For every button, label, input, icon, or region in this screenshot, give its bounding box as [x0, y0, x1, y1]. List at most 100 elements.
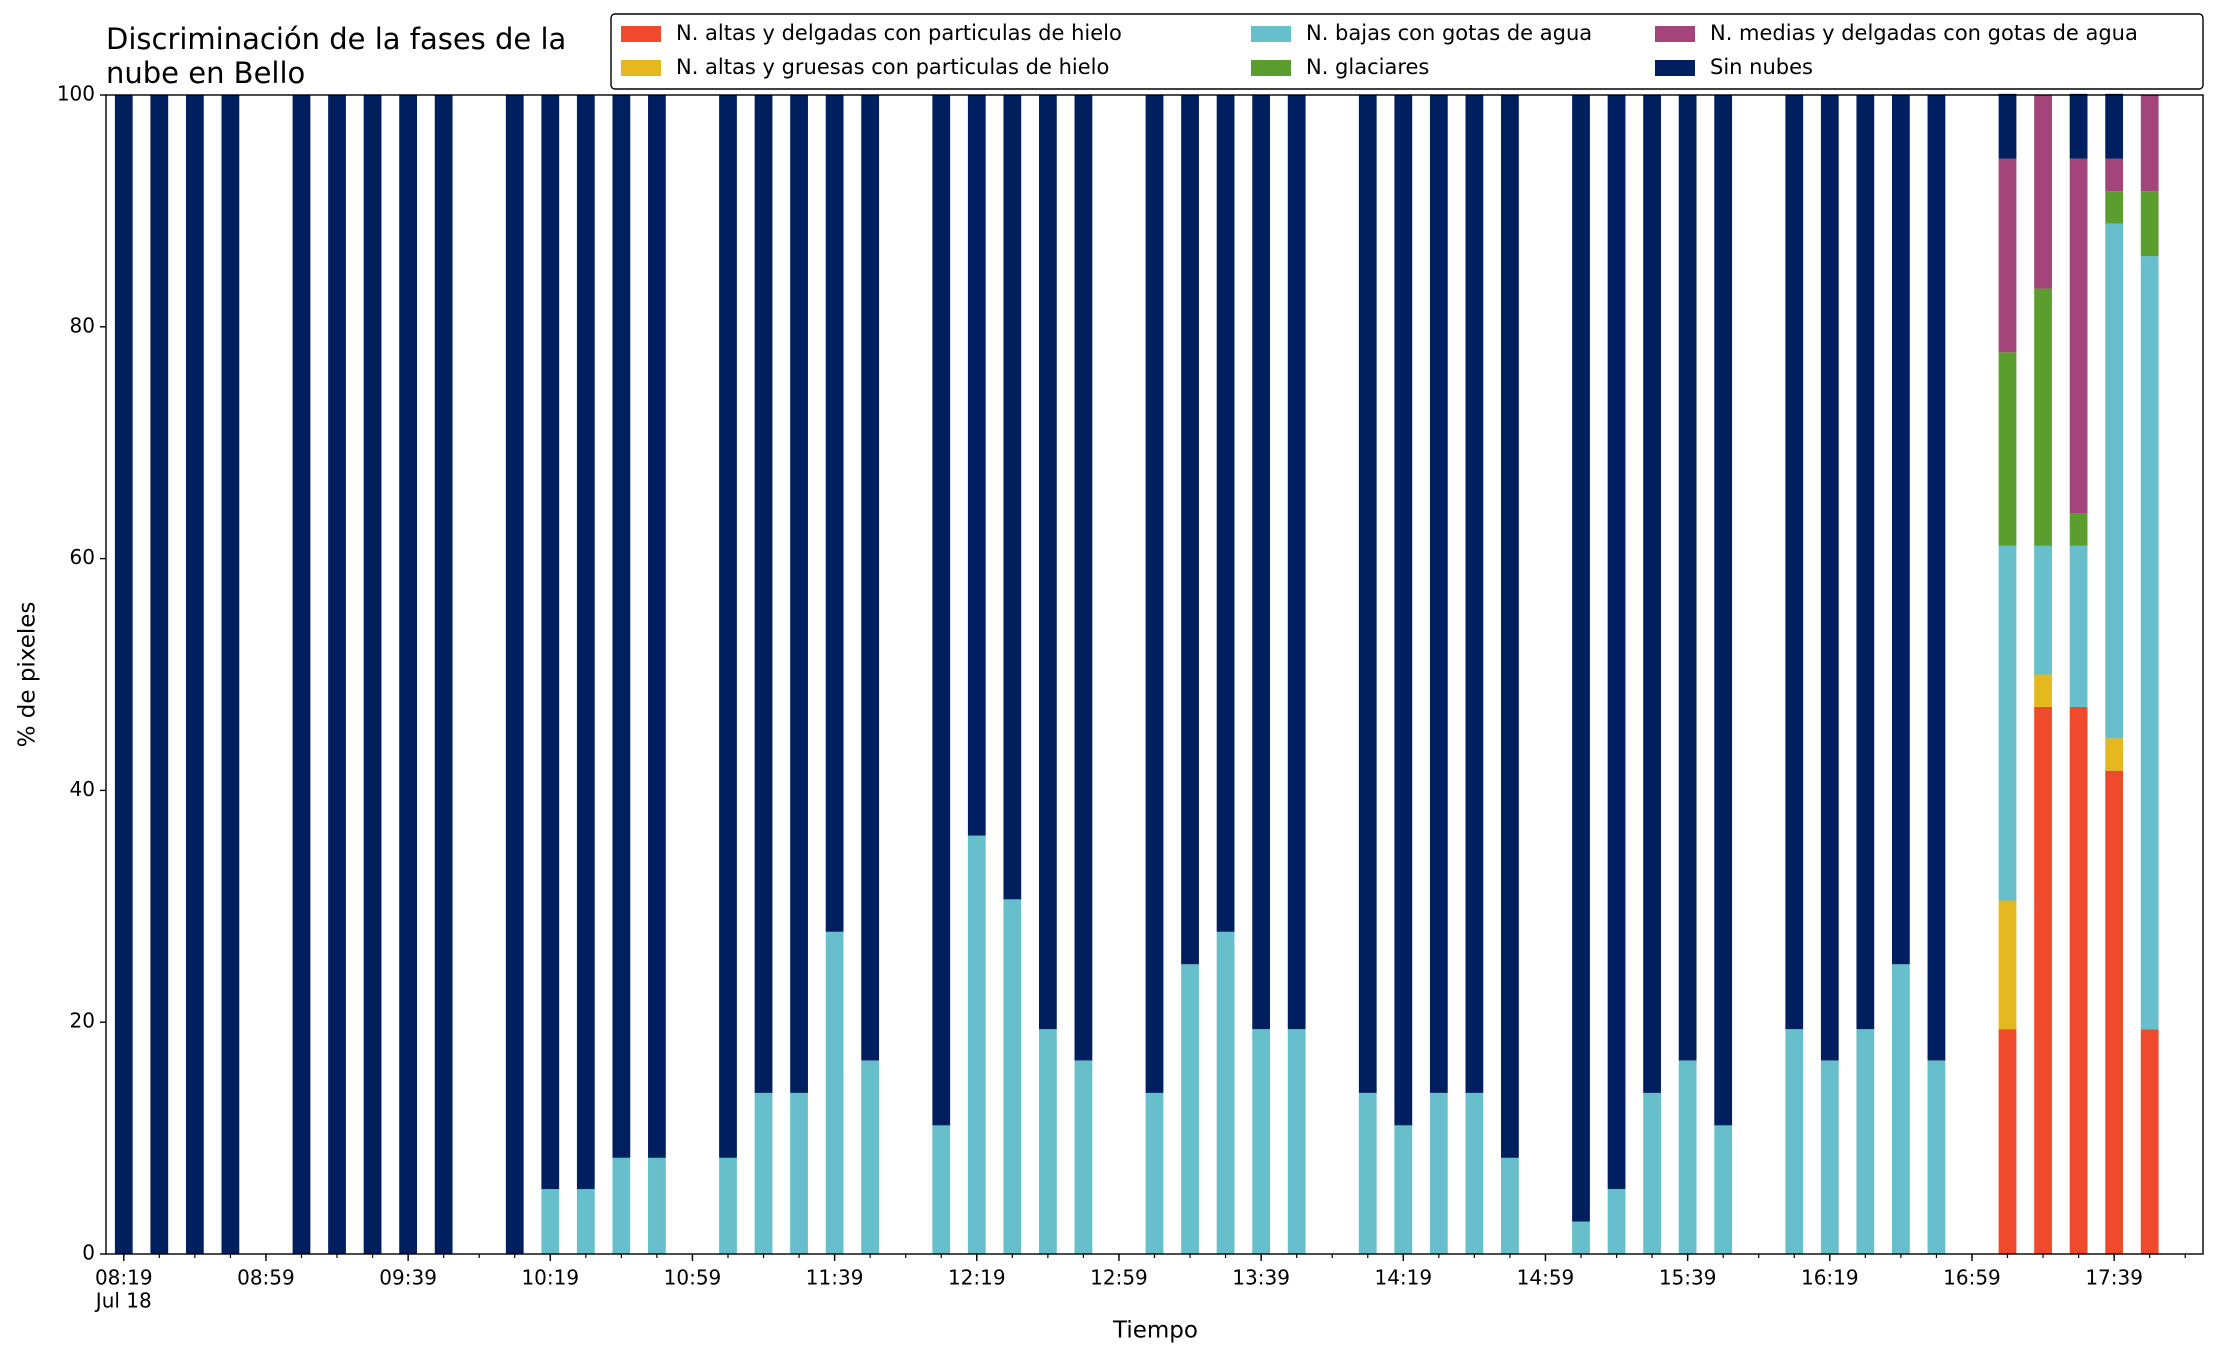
bar-segment [932, 95, 951, 1126]
bar-segment [1038, 1029, 1057, 1254]
legend-label: N. bajas con gotas de agua [1306, 21, 1592, 45]
bar-segment [2034, 95, 2052, 289]
x-tick-label: 12:19 [948, 1266, 1006, 1290]
bar-segment [1003, 95, 1022, 900]
bar-segment [861, 1060, 880, 1254]
x-tick-label: 08:19 [95, 1266, 153, 1290]
legend-label: N. medias y delgadas con gotas de agua [1710, 21, 2138, 45]
bar-segment [1216, 931, 1235, 1254]
bar-segment [1820, 1060, 1839, 1254]
bar-segment [1643, 95, 1661, 1093]
bar-segment [505, 95, 524, 1254]
legend-box [610, 13, 2204, 90]
y-tick-label: 40 [70, 777, 95, 801]
bar-segment [719, 95, 737, 1158]
bar-segment [2105, 191, 2124, 224]
bar-segment [1358, 1092, 1377, 1254]
bar-segment [1358, 95, 1377, 1093]
bar-segment [221, 95, 240, 1254]
bar-segment [1714, 1125, 1733, 1254]
bar-segment [1394, 95, 1413, 1126]
x-tick-label: 11:39 [806, 1266, 864, 1290]
bar-segment [1927, 95, 1946, 1061]
bar-segment [2140, 1029, 2159, 1254]
y-tick-label: 20 [70, 1009, 95, 1033]
bar-segment [1714, 95, 1733, 1126]
legend-swatch [1655, 26, 1695, 42]
x-tick-label: 16:19 [1801, 1266, 1859, 1290]
bar-segment [790, 1092, 808, 1254]
bar-segment [399, 95, 417, 1254]
legend-swatch [621, 60, 661, 76]
bar-segment [1429, 1092, 1448, 1254]
bar-segment [1892, 95, 1910, 965]
bar-segment [185, 95, 204, 1254]
bar-segment [648, 1157, 666, 1254]
x-tick-label: 10:19 [521, 1266, 579, 1290]
bar-segment [2105, 223, 2124, 739]
bar-segment [541, 95, 560, 1190]
legend-swatch [621, 26, 661, 42]
x-tick-label: 08:59 [237, 1266, 295, 1290]
bar-segment [1785, 1029, 1804, 1254]
x-date-label: Jul 18 [94, 1289, 152, 1313]
bar-segment [861, 95, 880, 1061]
legend-label: Sin nubes [1710, 55, 1813, 79]
bar-segment [1181, 964, 1199, 1254]
y-axis-label: % de pixeles [15, 602, 41, 748]
y-tick-label: 0 [82, 1241, 95, 1265]
bar-segment [1998, 545, 2017, 901]
bar-segment [754, 1092, 773, 1254]
bar-segment [825, 95, 844, 932]
legend-label: N. glaciares [1306, 55, 1429, 79]
bar-segment [1429, 95, 1448, 1093]
x-tick-label: 14:59 [1517, 1266, 1575, 1290]
bar-segment [434, 95, 453, 1254]
bar-segment [2140, 191, 2159, 257]
legend-swatch [1655, 60, 1695, 76]
legend-swatch [1251, 26, 1291, 42]
bar-segment [2140, 256, 2159, 1030]
bar-segment [1607, 1189, 1626, 1254]
bar-segment [2105, 158, 2124, 192]
bar-segment [1038, 95, 1057, 1030]
bar-segment [328, 95, 346, 1254]
x-tick-label: 16:59 [1943, 1266, 2001, 1290]
x-tick-label: 17:39 [2085, 1266, 2143, 1290]
bar-segment [612, 95, 631, 1158]
bar-segment [932, 1125, 951, 1254]
bar-segment [1252, 95, 1271, 1030]
bar-segment [1501, 95, 1519, 1158]
bar-segment [1998, 93, 2017, 159]
bar-segment [2140, 95, 2159, 192]
bar-segment [2069, 545, 2088, 707]
bar-segment [1216, 95, 1235, 932]
bar-segment [1394, 1125, 1413, 1254]
x-axis-label: Tiempo [1112, 1318, 1198, 1344]
bar-segment [790, 95, 808, 1093]
bar-segment [2069, 513, 2088, 546]
bar-segment [1465, 1092, 1484, 1254]
bar-segment [1643, 1092, 1661, 1254]
bar-segment [2069, 706, 2088, 1254]
bar-segment [648, 95, 666, 1158]
x-tick-label: 13:39 [1232, 1266, 1290, 1290]
bar-segment [114, 95, 133, 1254]
bar-segment [1252, 1029, 1271, 1254]
legend-label: N. altas y delgadas con particulas de hi… [676, 21, 1122, 45]
bar-segment [576, 95, 595, 1190]
bar-segment [2034, 288, 2052, 546]
bar-segment [1074, 1060, 1093, 1254]
bar-segment [150, 95, 169, 1254]
y-tick-label: 100 [57, 82, 95, 106]
legend: N. altas y delgadas con particulas de hi… [610, 13, 2204, 90]
bar-segment [2105, 93, 2124, 159]
bar-segment [1856, 95, 1875, 1030]
y-tick-label: 60 [70, 545, 95, 569]
bar-segment [1998, 1029, 2017, 1254]
legend-label: N. altas y gruesas con particulas de hie… [676, 55, 1109, 79]
bar-segment [719, 1157, 737, 1254]
bar-segment [1003, 899, 1022, 1254]
